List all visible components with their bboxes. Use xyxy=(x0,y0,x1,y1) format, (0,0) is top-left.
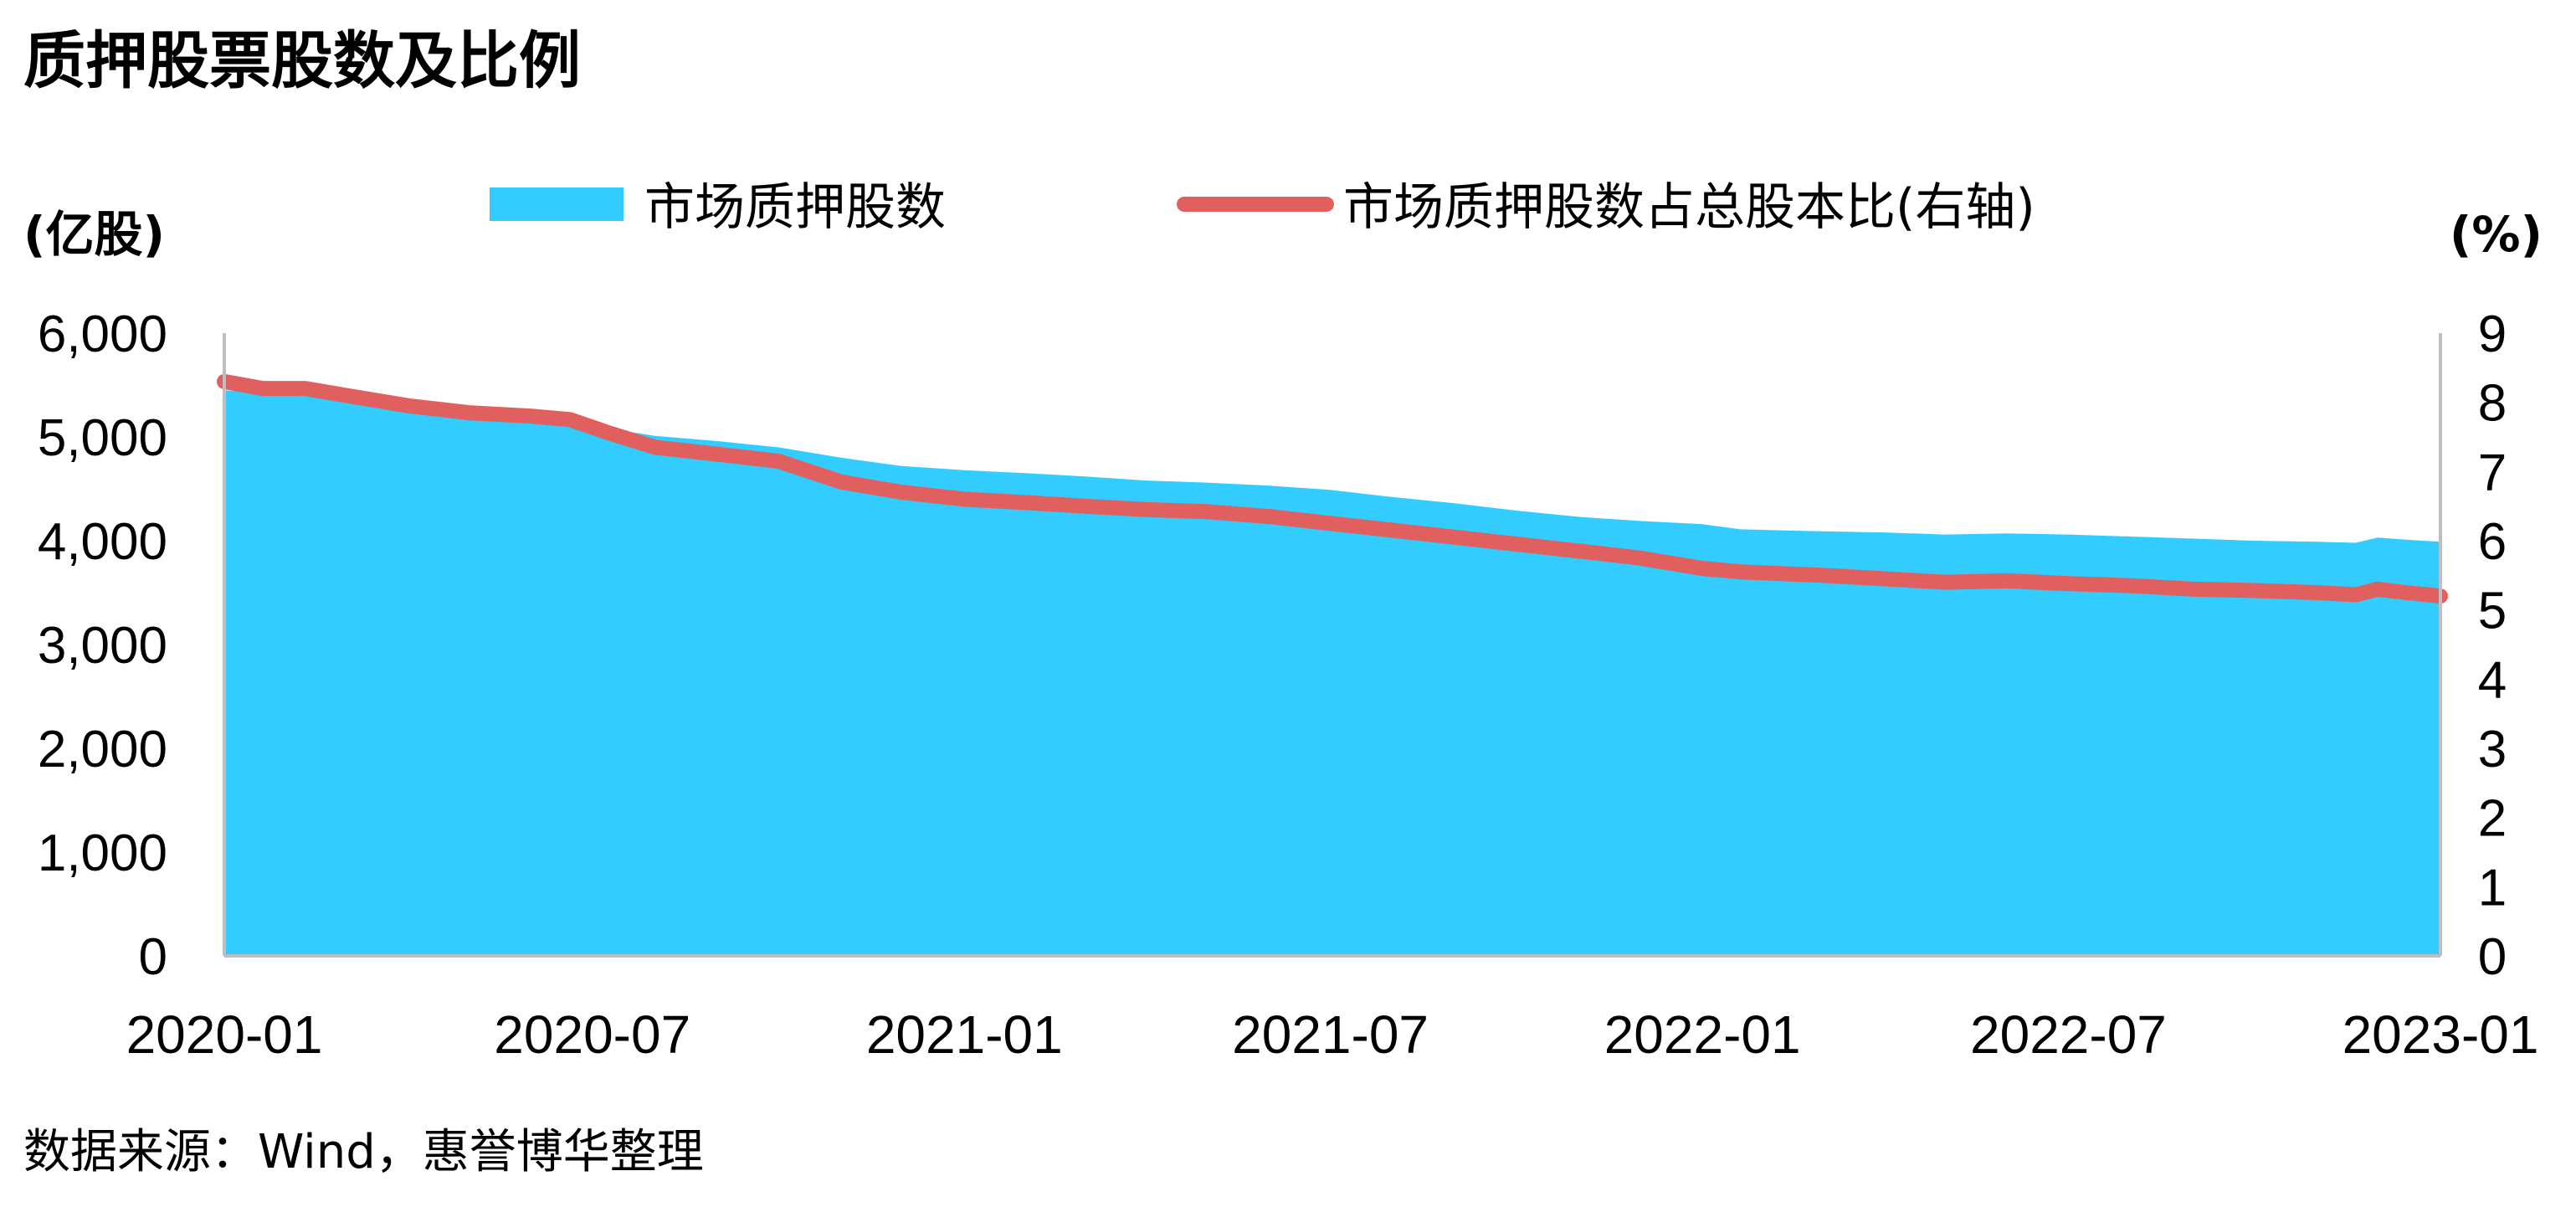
right-tick-label: 9 xyxy=(2478,306,2507,363)
x-tick-label: 2020-07 xyxy=(494,1004,690,1065)
series-area-pledged-shares xyxy=(224,390,2440,956)
x-tick-label: 2020-01 xyxy=(126,1004,323,1065)
chart-title: 质押股票股数及比例 xyxy=(23,25,581,97)
legend-area-label: 市场质押股数 xyxy=(644,178,946,237)
legend: 市场质押股数 市场质押股数占总股本比(右轴) xyxy=(490,178,2035,237)
x-tick-label: 2022-07 xyxy=(1970,1004,2167,1065)
right-tick-label: 8 xyxy=(2478,375,2507,433)
left-tick-label: 6,000 xyxy=(38,306,167,363)
right-tick-label: 3 xyxy=(2478,721,2507,778)
x-tick-label: 2023-01 xyxy=(2343,1004,2539,1065)
x-tick-label: 2021-07 xyxy=(1232,1004,1429,1065)
left-axis-ticks: 0 1,000 2,000 3,000 4,000 5,000 6,000 xyxy=(38,306,167,986)
x-axis-ticks: 2020-01 2020-07 2021-01 2021-07 2022-01 2022-… xyxy=(126,1004,2539,1065)
x-tick-label: 2022-01 xyxy=(1604,1004,1801,1065)
left-tick-label: 2,000 xyxy=(38,721,167,778)
source-note: 数据来源：Wind，惠誉博华整理 xyxy=(23,1125,704,1179)
right-tick-label: 0 xyxy=(2478,928,2507,986)
left-axis-unit: (亿股) xyxy=(23,206,165,263)
legend-line-label: 市场质押股数占总股本比(右轴) xyxy=(1343,178,2035,237)
left-tick-label: 3,000 xyxy=(38,617,167,675)
right-tick-label: 5 xyxy=(2478,583,2507,640)
right-tick-label: 7 xyxy=(2478,444,2507,501)
left-tick-label: 5,000 xyxy=(38,409,167,467)
left-tick-label: 1,000 xyxy=(38,824,167,882)
left-tick-label: 4,000 xyxy=(38,513,167,571)
right-tick-label: 1 xyxy=(2478,859,2507,917)
right-axis-ticks: 0 1 2 3 4 5 6 7 8 9 xyxy=(2478,306,2507,986)
right-axis-unit: (%) xyxy=(2450,206,2543,263)
right-tick-label: 4 xyxy=(2478,651,2507,709)
right-tick-label: 2 xyxy=(2478,790,2507,848)
left-tick-label: 0 xyxy=(139,928,167,986)
right-tick-label: 6 xyxy=(2478,513,2507,571)
x-tick-label: 2021-01 xyxy=(866,1004,1063,1065)
series-line-pledge-ratio xyxy=(217,373,2448,604)
legend-area-swatch xyxy=(490,187,623,221)
